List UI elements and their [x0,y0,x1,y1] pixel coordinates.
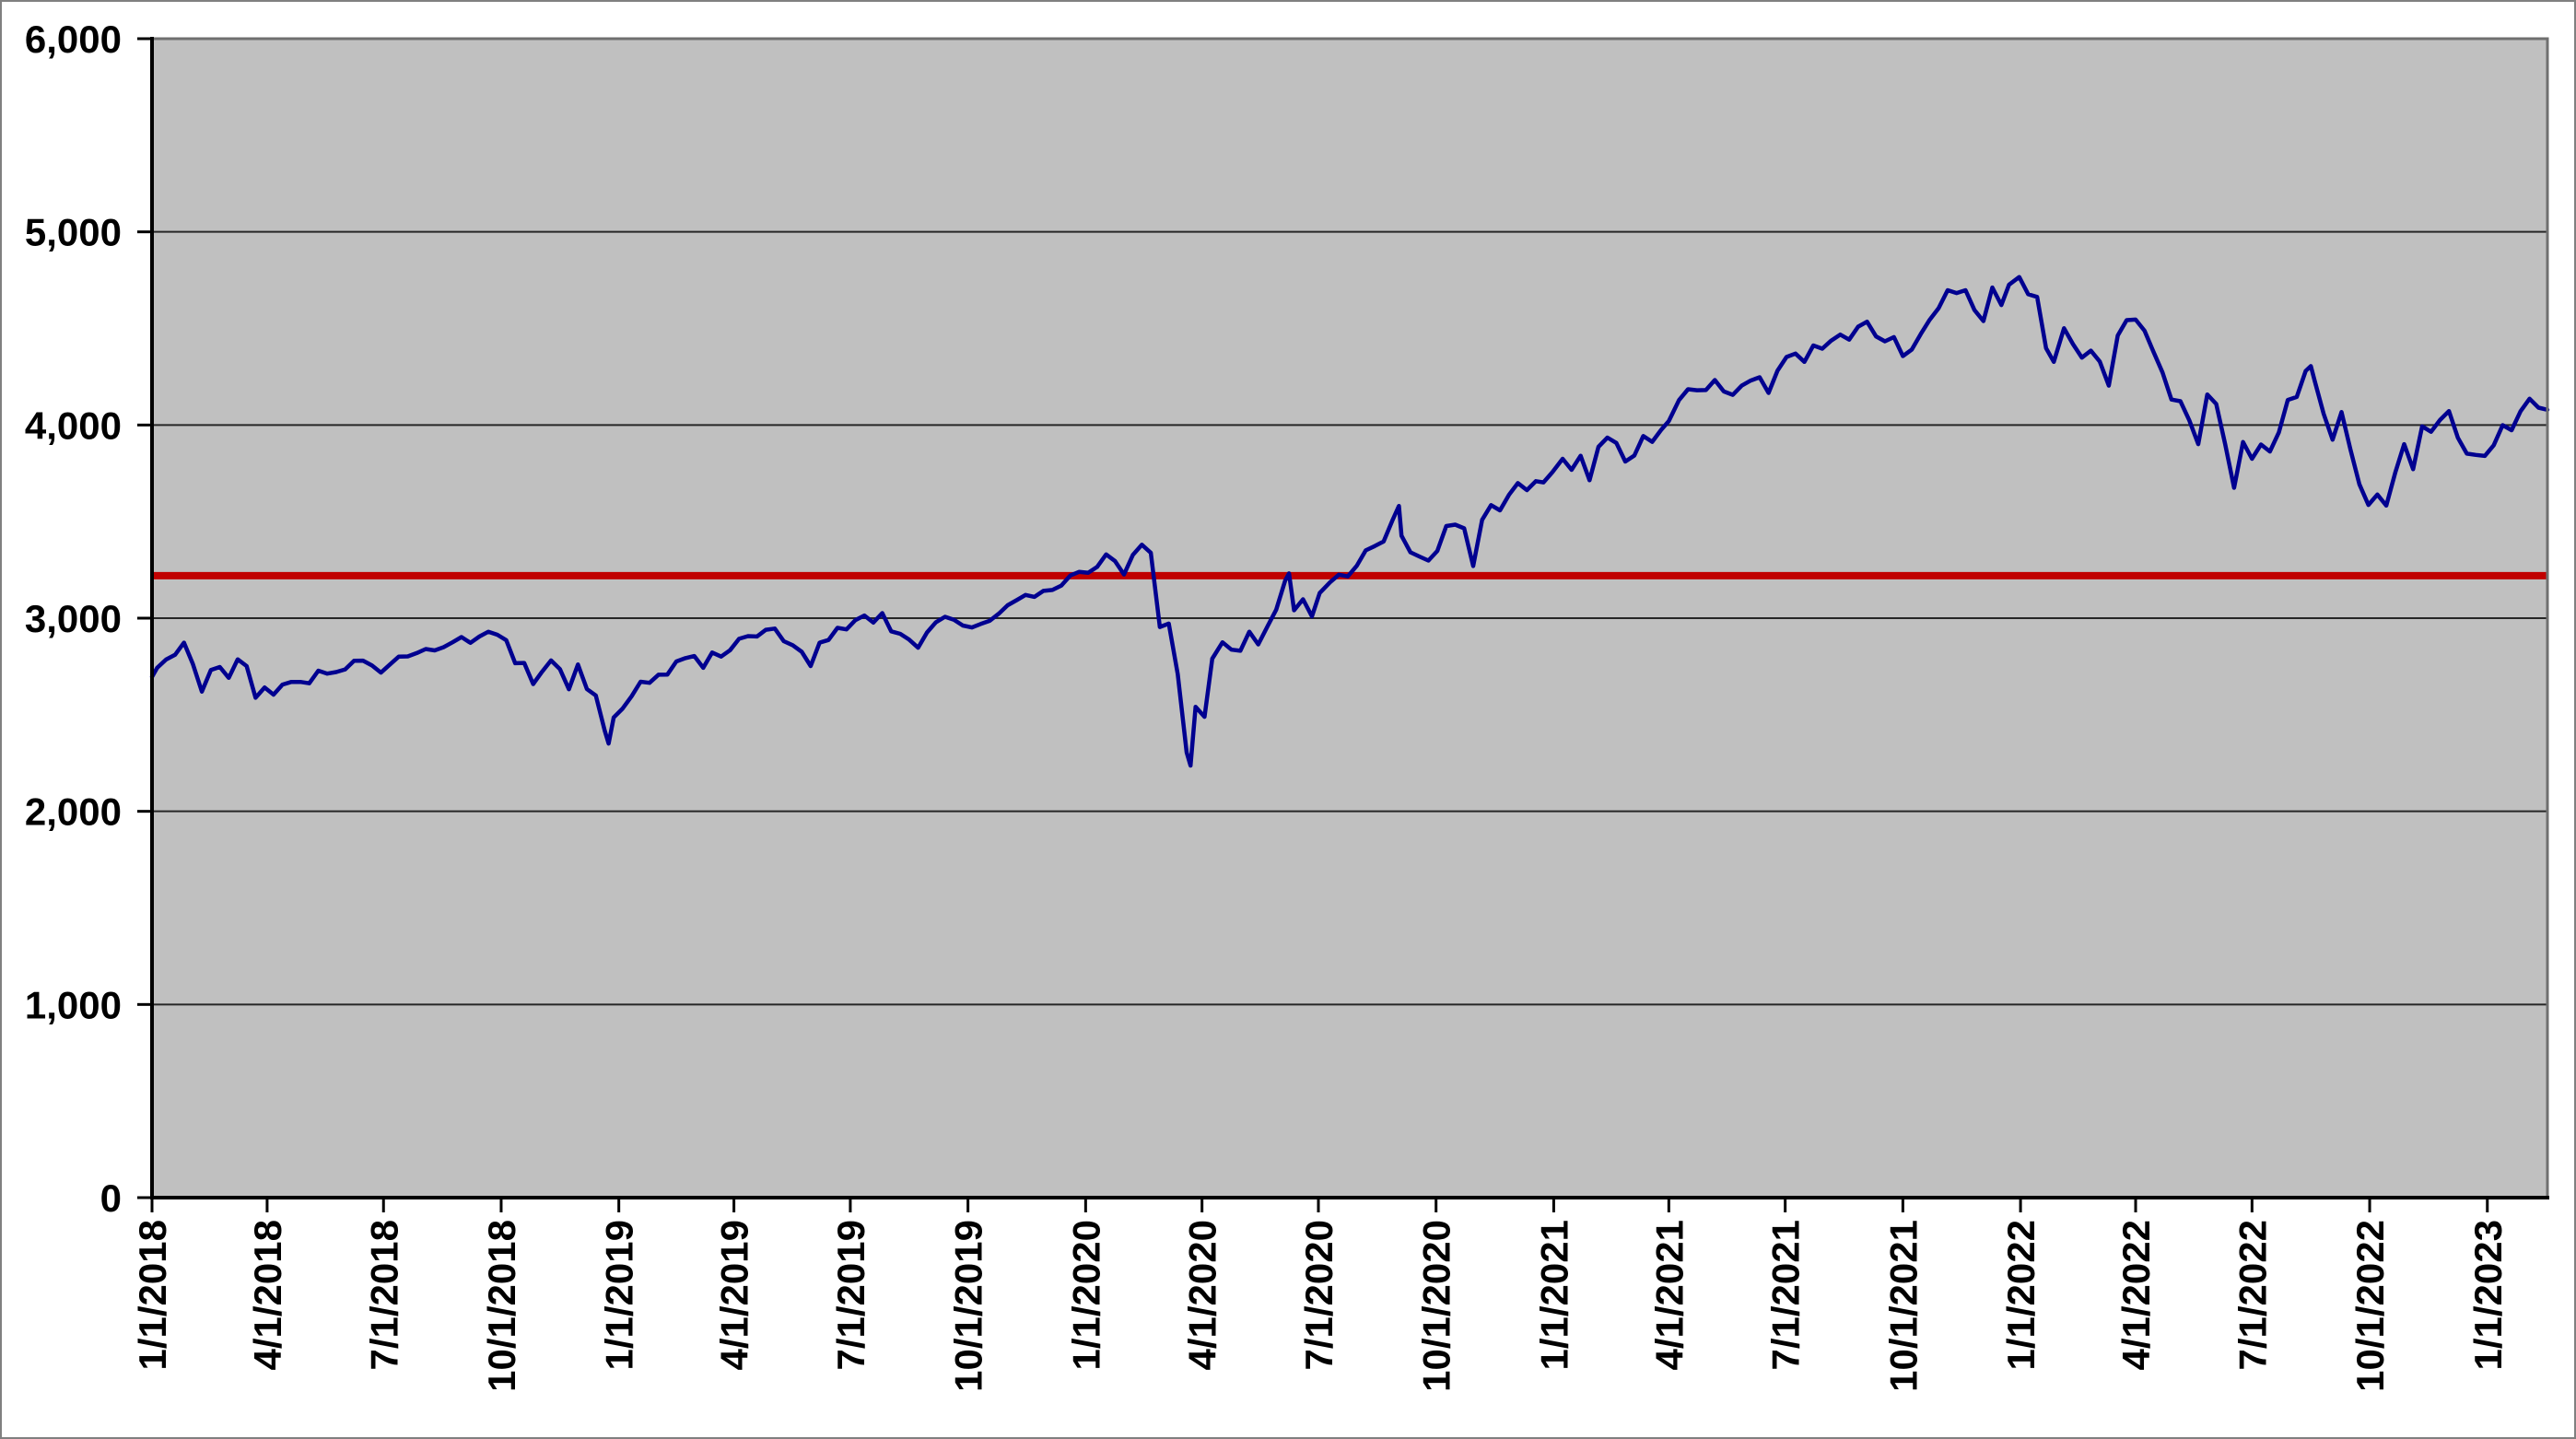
y-axis-label: 6,000 [25,18,122,61]
x-axis-label: 7/1/2018 [362,1220,405,1371]
x-axis-label: 7/1/2019 [829,1220,872,1371]
x-axis-label: 10/1/2018 [480,1220,523,1392]
x-axis-label: 1/1/2019 [598,1220,641,1371]
y-axis-label: 1,000 [25,983,122,1026]
x-axis-label: 4/1/2019 [713,1220,756,1371]
x-axis-label: 4/1/2021 [1647,1220,1691,1371]
y-axis-label: 0 [100,1176,122,1220]
x-axis-label: 1/1/2022 [1999,1220,2043,1371]
x-axis-label: 10/1/2022 [2348,1220,2392,1392]
x-axis-label: 1/1/2023 [2466,1220,2510,1371]
x-axis-label: 7/1/2022 [2231,1220,2274,1371]
y-axis-label: 3,000 [25,597,122,640]
y-axis-label: 5,000 [25,211,122,254]
x-axis-label: 1/1/2020 [1064,1220,1107,1371]
x-axis-label: 1/1/2021 [1532,1220,1575,1371]
x-axis-label: 4/1/2020 [1181,1220,1224,1371]
x-axis-label: 10/1/2019 [947,1220,990,1392]
y-axis-label: 4,000 [25,404,122,447]
series-line [149,275,2550,768]
x-axis-label: 1/1/2018 [131,1220,174,1371]
x-axis-label: 4/1/2022 [2114,1220,2158,1371]
x-axis-label: 10/1/2020 [1415,1220,1458,1392]
y-axis-label: 2,000 [25,790,122,834]
x-axis-label: 4/1/2018 [246,1220,289,1371]
x-axis-label: 7/1/2020 [1297,1220,1341,1371]
x-axis-label: 10/1/2021 [1881,1220,1925,1392]
x-axis-label: 7/1/2021 [1764,1220,1808,1371]
